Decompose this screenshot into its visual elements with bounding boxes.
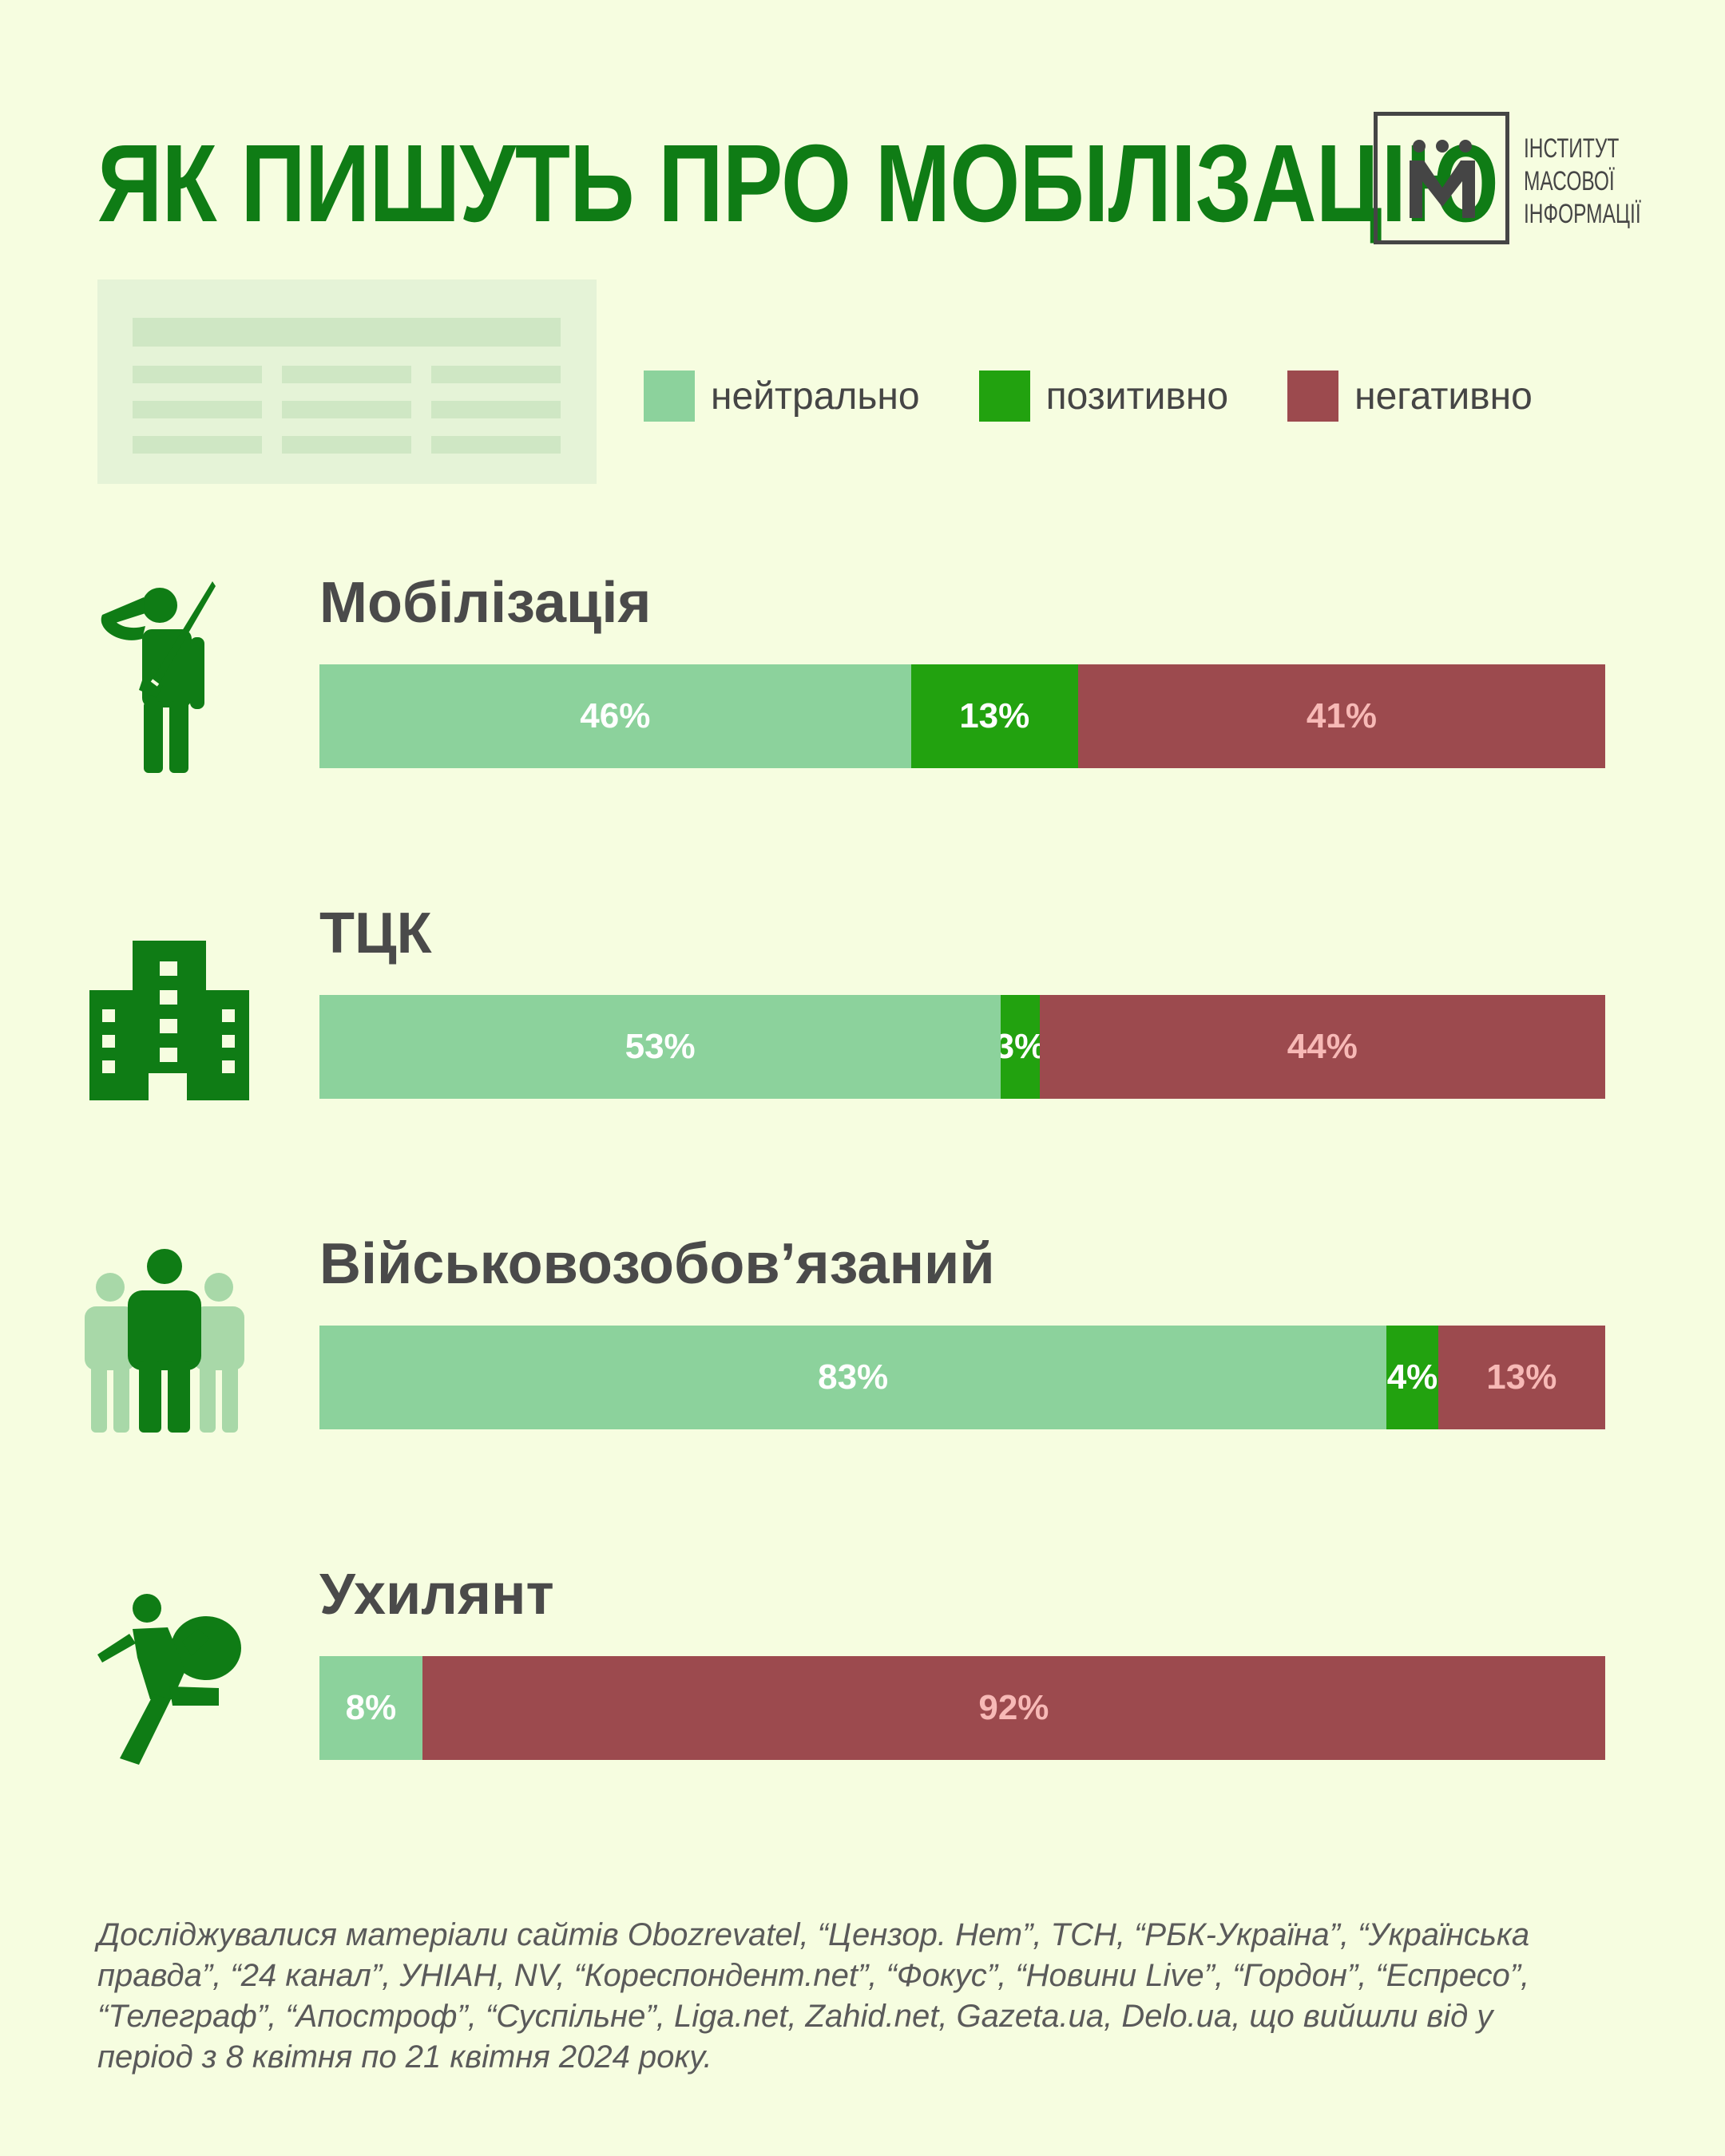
bar-segment: 3% bbox=[1001, 995, 1040, 1099]
category-label: ТЦК bbox=[319, 902, 432, 965]
legend-item-positive: позитивно bbox=[978, 371, 1229, 422]
bar-segment: 13% bbox=[910, 664, 1078, 768]
building-icon bbox=[89, 941, 249, 1100]
bar-segment: 46% bbox=[319, 664, 911, 768]
bar-value-label: 3% bbox=[1001, 1027, 1039, 1066]
legend-swatch bbox=[1287, 371, 1339, 422]
chart-legend: нейтрально позитивно негативно bbox=[644, 371, 1533, 422]
bar-value-label: 41% bbox=[1306, 696, 1377, 735]
logo-mark-icon bbox=[1410, 140, 1475, 218]
bar-value-label: 46% bbox=[580, 696, 651, 735]
stacked-bar: 8% 92% bbox=[319, 1656, 1605, 1760]
legend-item-neutral: нейтрально bbox=[644, 371, 920, 422]
legend-label: негативно bbox=[1354, 375, 1533, 418]
category-label: Військовозобов’язаний bbox=[319, 1232, 995, 1296]
bar-segment: 8% bbox=[319, 1656, 422, 1760]
bar-value-label: 13% bbox=[959, 696, 1030, 735]
footnote: Досліджувалися матеріали сайтів Obozreva… bbox=[97, 1917, 1530, 2075]
people-group-icon bbox=[85, 1249, 244, 1433]
logo-line: ІНСТИТУТ bbox=[1524, 133, 1620, 164]
legend-swatch bbox=[644, 371, 695, 422]
bar-value-label: 83% bbox=[818, 1357, 889, 1397]
legend-label: позитивно bbox=[1045, 375, 1229, 418]
bar-value-label: 8% bbox=[345, 1688, 397, 1727]
bar-value-label: 13% bbox=[1486, 1357, 1557, 1397]
bar-value-label: 92% bbox=[978, 1688, 1049, 1727]
stacked-bar: 53% 3% 44% bbox=[319, 995, 1605, 1099]
bar-segment: 92% bbox=[422, 1656, 1605, 1760]
category-label: Ухилянт bbox=[319, 1563, 554, 1627]
logo-text: ІНСТИТУТ МАСОВОЇ ІНФОРМАЦІЇ bbox=[1524, 133, 1641, 231]
stacked-bar: 46% 13% 41% bbox=[319, 664, 1605, 768]
saluting-soldier-icon bbox=[101, 581, 216, 773]
legend-label: нейтрально bbox=[711, 375, 920, 418]
bar-value-label: 4% bbox=[1386, 1357, 1438, 1397]
bar-segment: 13% bbox=[1438, 1326, 1605, 1429]
page-title: ЯК ПИШУТЬ ПРО МОБІЛІЗАЦІЮ bbox=[97, 122, 1499, 245]
institute-logo bbox=[1374, 112, 1509, 244]
bar-segment: 83% bbox=[319, 1326, 1387, 1429]
fleeing-person-with-bag-icon bbox=[97, 1594, 241, 1765]
document-table-icon bbox=[97, 279, 597, 484]
bar-value-label: 53% bbox=[625, 1027, 696, 1066]
logo-line: МАСОВОЇ bbox=[1524, 166, 1615, 196]
legend-item-negative: негативно bbox=[1287, 371, 1533, 422]
bar-value-label: 44% bbox=[1287, 1027, 1358, 1066]
bar-segment: 4% bbox=[1386, 1326, 1438, 1429]
legend-swatch bbox=[978, 371, 1030, 422]
stacked-bar: 83% 4% 13% bbox=[319, 1326, 1605, 1429]
category-label: Мобілізація bbox=[319, 571, 652, 635]
bar-segment: 44% bbox=[1039, 995, 1605, 1099]
bar-segment: 41% bbox=[1077, 664, 1605, 768]
logo-line: ІНФОРМАЦІЇ bbox=[1524, 199, 1641, 229]
bar-segment: 53% bbox=[319, 995, 1001, 1099]
